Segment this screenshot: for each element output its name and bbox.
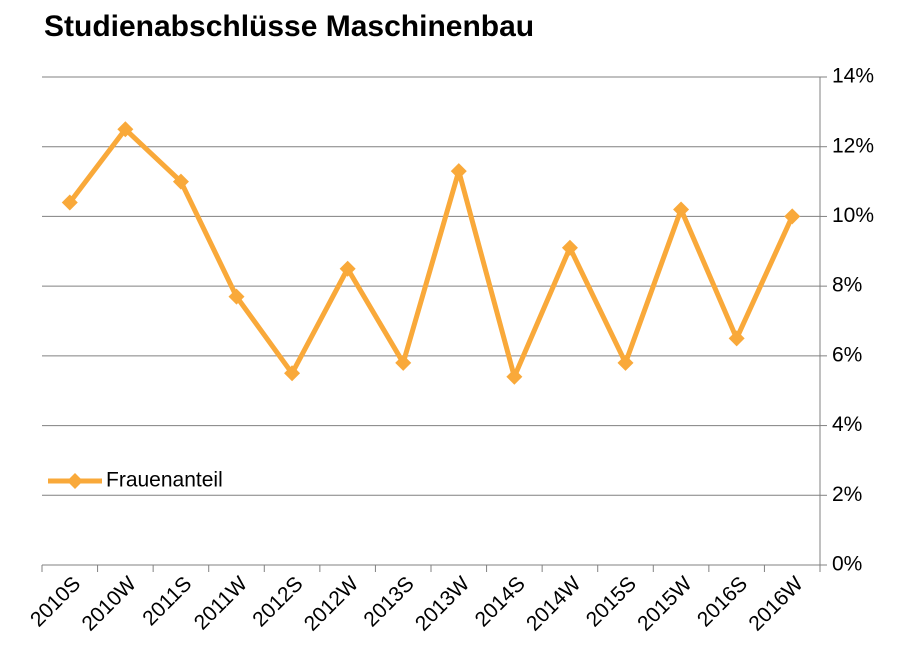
y-tick-label: 8%: [832, 274, 862, 297]
marker: [228, 288, 245, 305]
y-tick-label: 0%: [832, 553, 862, 576]
y-tick-label: 12%: [832, 134, 874, 157]
y-tick-label: 14%: [832, 65, 874, 88]
x-tick-label: 2013S: [359, 572, 418, 631]
x-tick-label: 2015W: [633, 572, 696, 635]
x-tick-label: 2011W: [190, 572, 252, 634]
x-tick-label: 2010S: [26, 572, 85, 631]
x-tick-label: 2014S: [471, 572, 530, 631]
x-tick-label: 2012S: [248, 572, 307, 631]
marker: [784, 208, 801, 225]
marker: [450, 163, 467, 180]
y-tick-label: 4%: [832, 413, 862, 436]
marker: [673, 201, 690, 218]
marker: [561, 239, 578, 256]
x-tick-label: 2011S: [138, 572, 196, 630]
marker: [395, 354, 412, 371]
legend-label: Frauenanteil: [106, 469, 223, 492]
marker: [506, 368, 523, 385]
x-tick-label: 2010W: [77, 572, 140, 635]
line: [67, 126, 795, 380]
chart-title: Studienabschlüsse Maschinenbau: [44, 10, 534, 43]
marker: [117, 121, 134, 138]
marker: [61, 194, 78, 211]
marker: [172, 173, 189, 190]
y-tick-label: 6%: [832, 343, 862, 366]
legend-marker: [67, 473, 83, 489]
marker: [728, 330, 745, 347]
x-tick-label: 2014W: [522, 572, 585, 635]
x-tick-label: 2015S: [582, 572, 641, 631]
x-tick-label: 2016S: [693, 572, 752, 631]
y-tick-label: 2%: [832, 483, 862, 506]
marker: [339, 260, 356, 277]
x-tick-label: 2016W: [744, 572, 807, 635]
marker: [617, 354, 634, 371]
x-tick-label: 2012W: [300, 572, 363, 635]
marker: [284, 365, 301, 382]
x-tick-label: 2013W: [411, 572, 474, 635]
y-tick-label: 10%: [832, 204, 874, 227]
